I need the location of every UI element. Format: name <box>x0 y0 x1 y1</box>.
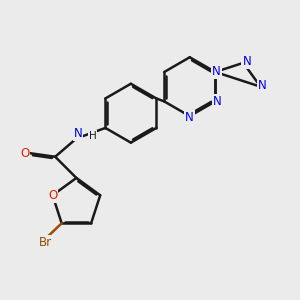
Text: H: H <box>89 130 97 141</box>
Text: O: O <box>48 189 57 202</box>
Text: O: O <box>20 147 29 160</box>
Text: N: N <box>74 127 82 140</box>
Text: N: N <box>212 65 221 79</box>
Text: N: N <box>185 111 194 124</box>
Text: N: N <box>242 55 251 68</box>
Text: N: N <box>258 79 266 92</box>
Text: Br: Br <box>39 236 52 249</box>
Text: N: N <box>213 95 222 108</box>
